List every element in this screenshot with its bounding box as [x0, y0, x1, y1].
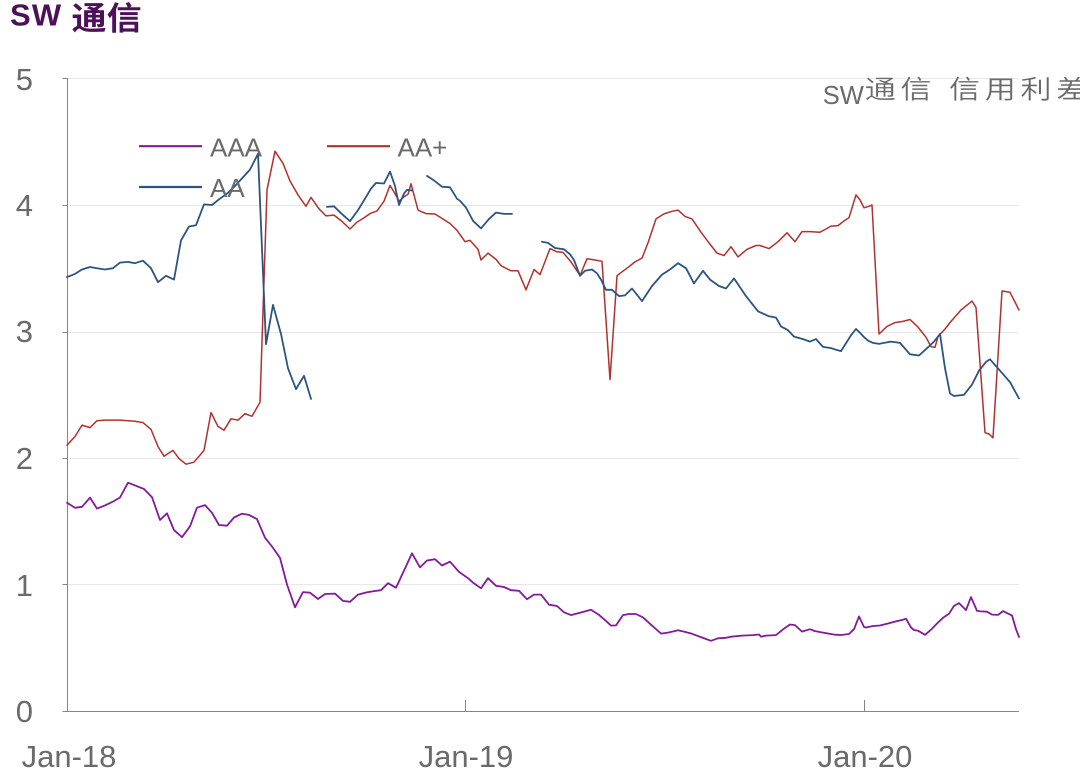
- svg-text:3: 3: [16, 314, 33, 349]
- svg-text:AA: AA: [210, 173, 245, 203]
- svg-text:AA+: AA+: [398, 133, 448, 163]
- svg-text:AAA: AAA: [210, 133, 263, 163]
- svg-text:4: 4: [16, 188, 33, 223]
- svg-text:2: 2: [16, 441, 33, 476]
- svg-text:Jan-18: Jan-18: [22, 739, 117, 774]
- svg-text:5: 5: [16, 62, 33, 97]
- svg-text:Jan-20: Jan-20: [818, 739, 913, 774]
- svg-text:SW: SW: [10, 0, 62, 33]
- svg-text:SW: SW: [823, 82, 864, 110]
- svg-text:0: 0: [16, 694, 33, 729]
- svg-text:Jan-19: Jan-19: [419, 739, 514, 774]
- svg-text:1: 1: [16, 568, 33, 603]
